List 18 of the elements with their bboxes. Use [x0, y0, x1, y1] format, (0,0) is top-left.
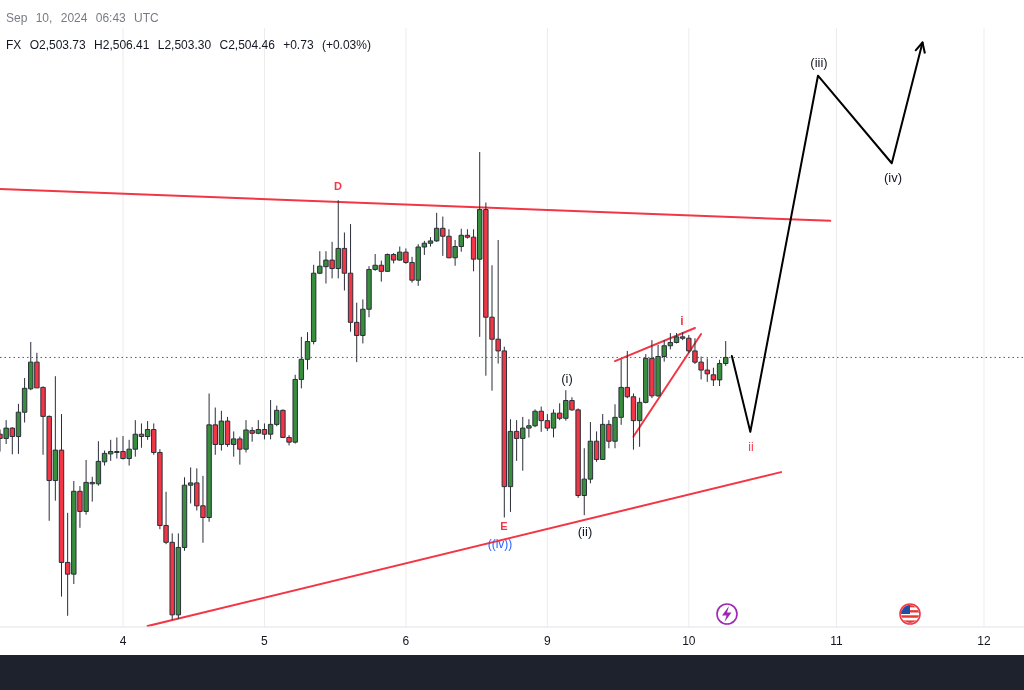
annotation: E [500, 520, 508, 532]
x-tick-label: 5 [261, 634, 269, 648]
text: Sep 10, 2024 06:43 UTC [6, 11, 160, 25]
annotation: D [334, 180, 343, 192]
text: FX O2,503.73 H2,506.41 L2,503.30 C2,504.46 +0.73 (+0.03%) [6, 38, 371, 52]
annotation: (iv) [883, 169, 903, 185]
x-tick-label: 9 [544, 634, 552, 648]
x-tick-label: 11 [830, 634, 843, 648]
x-tick-label: 10 [682, 634, 696, 648]
x-tick-label: 4 [119, 634, 127, 648]
annotation: (i) [561, 370, 573, 386]
x-tick-label: 12 [977, 634, 992, 648]
annotation: ((iv)) [487, 537, 513, 551]
annotation: (ii) [577, 523, 593, 539]
annotation: ii [748, 440, 754, 454]
x-tick-label: 6 [402, 634, 410, 648]
text: (iii) [810, 54, 828, 70]
annotation: i [680, 314, 684, 328]
